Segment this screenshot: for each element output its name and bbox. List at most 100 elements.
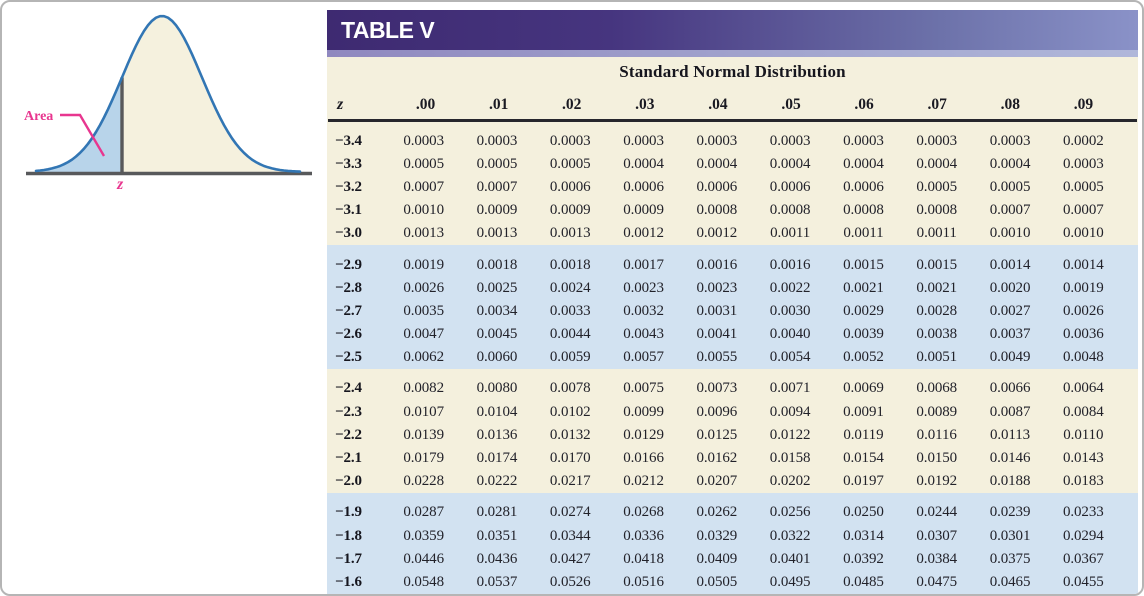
probability-cell: 0.0107 [403, 403, 444, 420]
probability-cell: 0.0062 [403, 349, 444, 366]
probability-cell: 0.0207 [696, 473, 738, 490]
probability-cell: 0.0003 [403, 132, 444, 149]
probability-cell: 0.0009 [476, 202, 518, 219]
row-band-cream: −2.4 0.0082 0.0080 0.0078 0.0075 0.0073 0.0071… [327, 369, 1138, 493]
z-value: −2.8 [335, 279, 362, 296]
probability-cell: 0.0018 [476, 256, 518, 273]
probability-cell: 0.0150 [916, 450, 958, 467]
table-row: −3.2 0.0007 0.0007 0.0006 0.0006 0.0006 0.0006… [327, 176, 1138, 199]
probability-cell: 0.0281 [476, 504, 518, 521]
probability-cell: 0.0004 [989, 155, 1031, 172]
probability-cell: 0.0023 [696, 279, 738, 296]
probability-cell: 0.0129 [623, 426, 664, 443]
z-value: −3.3 [335, 155, 362, 172]
hundredths-column-header: .04 [708, 96, 728, 113]
z-value: −2.5 [335, 349, 362, 366]
z-value: −2.2 [335, 426, 362, 443]
probability-cell: 0.0244 [916, 504, 958, 521]
probability-cell: 0.0162 [696, 450, 738, 467]
probability-cell: 0.0099 [623, 403, 664, 420]
probability-cell: 0.0104 [476, 403, 518, 420]
probability-cell: 0.0005 [476, 155, 518, 172]
table-banner-strip [327, 50, 1138, 57]
probability-cell: 0.0132 [549, 426, 591, 443]
probability-cell: 0.0003 [769, 132, 811, 149]
probability-cell: 0.0250 [843, 504, 884, 521]
probability-cell: 0.0096 [696, 403, 738, 420]
z-value: −2.3 [335, 403, 362, 420]
probability-cell: 0.0409 [696, 550, 738, 567]
probability-cell: 0.0004 [769, 155, 811, 172]
probability-cell: 0.0004 [623, 155, 664, 172]
table-row: −2.2 0.0139 0.0136 0.0132 0.0129 0.0125 0.0122… [327, 424, 1138, 447]
probability-cell: 0.0075 [623, 380, 664, 397]
probability-cell: 0.0170 [549, 450, 591, 467]
table-row: −3.4 0.0003 0.0003 0.0003 0.0003 0.0003 0.0003… [327, 130, 1138, 153]
table-row: −2.9 0.0019 0.0018 0.0018 0.0017 0.0016 0.0016… [327, 253, 1138, 276]
probability-cell: 0.0060 [476, 349, 518, 366]
probability-cell: 0.0028 [916, 302, 958, 319]
probability-cell: 0.0301 [989, 527, 1031, 544]
table-row: −2.3 0.0107 0.0104 0.0102 0.0099 0.0096 0.0094… [327, 401, 1138, 424]
probability-cell: 0.0047 [403, 326, 444, 343]
hundredths-column-header: .07 [927, 96, 947, 113]
probability-cell: 0.0287 [403, 504, 444, 521]
probability-cell: 0.0336 [623, 527, 664, 544]
z-value: −1.6 [335, 573, 362, 590]
probability-cell: 0.0021 [916, 279, 958, 296]
probability-cell: 0.0049 [989, 349, 1031, 366]
probability-cell: 0.0035 [403, 302, 444, 319]
table-body: −3.4 0.0003 0.0003 0.0003 0.0003 0.0003 0.0003… [327, 122, 1138, 594]
normal-curve-figure: Area z [16, 8, 316, 200]
probability-cell: 0.0122 [769, 426, 811, 443]
probability-cell: 0.0004 [843, 155, 884, 172]
probability-cell: 0.0006 [843, 178, 884, 195]
probability-cell: 0.0004 [696, 155, 738, 172]
z-value: −2.6 [335, 326, 362, 343]
probability-cell: 0.0537 [476, 573, 518, 590]
probability-cell: 0.0026 [403, 279, 444, 296]
probability-cell: 0.0166 [623, 450, 664, 467]
probability-cell: 0.0011 [770, 225, 811, 242]
probability-cell: 0.0446 [403, 550, 444, 567]
probability-cell: 0.0044 [549, 326, 591, 343]
probability-cell: 0.0024 [549, 279, 591, 296]
probability-cell: 0.0032 [623, 302, 664, 319]
probability-cell: 0.0033 [549, 302, 591, 319]
probability-cell: 0.0016 [769, 256, 811, 273]
z-value: −3.4 [335, 132, 362, 149]
probability-cell: 0.0054 [769, 349, 811, 366]
z-value: −2.4 [335, 380, 362, 397]
probability-cell: 0.0294 [1062, 527, 1104, 544]
probability-cell: 0.0307 [916, 527, 958, 544]
hundredths-column-header: .05 [781, 96, 801, 113]
probability-cell: 0.0048 [1062, 349, 1104, 366]
probability-cell: 0.0087 [989, 403, 1031, 420]
probability-cell: 0.0064 [1062, 380, 1104, 397]
z-value: −3.2 [335, 178, 362, 195]
table-header-row: z .00 .01 .02 .03 .04 .05 .06 .07 .08 .09 [327, 83, 1138, 119]
table-v: TABLE V Standard Normal Distribution z .0… [327, 10, 1138, 594]
probability-cell: 0.0485 [843, 573, 884, 590]
table-row: −2.5 0.0062 0.0060 0.0059 0.0057 0.0055 0.0054… [327, 346, 1138, 369]
probability-cell: 0.0005 [989, 178, 1031, 195]
probability-cell: 0.0015 [916, 256, 958, 273]
probability-cell: 0.0023 [623, 279, 664, 296]
probability-cell: 0.0217 [549, 473, 591, 490]
probability-cell: 0.0069 [843, 380, 884, 397]
probability-cell: 0.0322 [769, 527, 811, 544]
hundredths-column-header: .09 [1073, 96, 1094, 113]
z-value: −1.9 [335, 504, 362, 521]
probability-cell: 0.0020 [989, 279, 1031, 296]
probability-cell: 0.0262 [696, 504, 738, 521]
table-row: −2.1 0.0179 0.0174 0.0170 0.0166 0.0162 0.0158… [327, 447, 1138, 470]
probability-cell: 0.0222 [476, 473, 518, 490]
table-row: −1.6 0.0548 0.0537 0.0526 0.0516 0.0505 0.0495… [327, 571, 1138, 594]
probability-cell: 0.0359 [403, 527, 444, 544]
probability-cell: 0.0174 [476, 450, 518, 467]
probability-cell: 0.0084 [1062, 403, 1104, 420]
probability-cell: 0.0026 [1062, 302, 1104, 319]
probability-cell: 0.0059 [549, 349, 591, 366]
table-row: −2.8 0.0026 0.0025 0.0024 0.0023 0.0023 0.0022… [327, 277, 1138, 300]
probability-cell: 0.0007 [476, 178, 518, 195]
